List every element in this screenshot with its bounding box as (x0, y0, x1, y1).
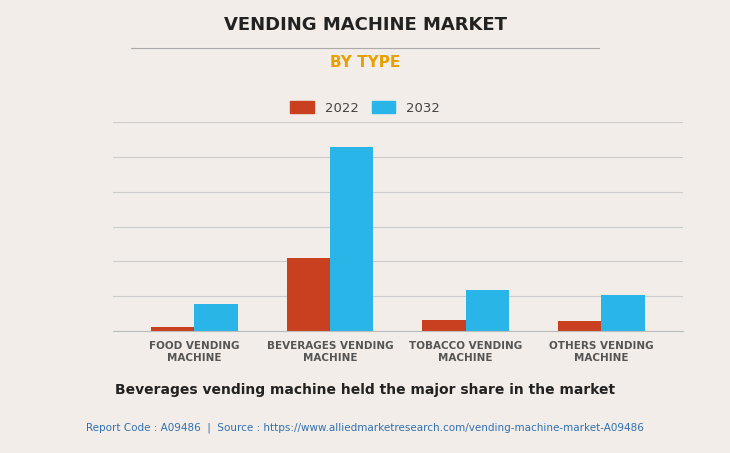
Bar (330, 147, 374, 331)
Bar (287, 258, 330, 331)
Bar (466, 290, 509, 331)
Bar (151, 327, 194, 331)
Bar (422, 320, 466, 331)
Bar (602, 294, 645, 331)
Text: Report Code : A09486  |  Source : https://www.alliedmarketresearch.com/vending-m: Report Code : A09486 | Source : https://… (86, 422, 644, 433)
Legend: 2022, 2032: 2022, 2032 (286, 97, 444, 119)
Bar (194, 304, 238, 331)
Text: VENDING MACHINE MARKET: VENDING MACHINE MARKET (223, 16, 507, 34)
Text: BY TYPE: BY TYPE (330, 55, 400, 70)
Text: Beverages vending machine held the major share in the market: Beverages vending machine held the major… (115, 383, 615, 397)
Bar (558, 321, 602, 331)
